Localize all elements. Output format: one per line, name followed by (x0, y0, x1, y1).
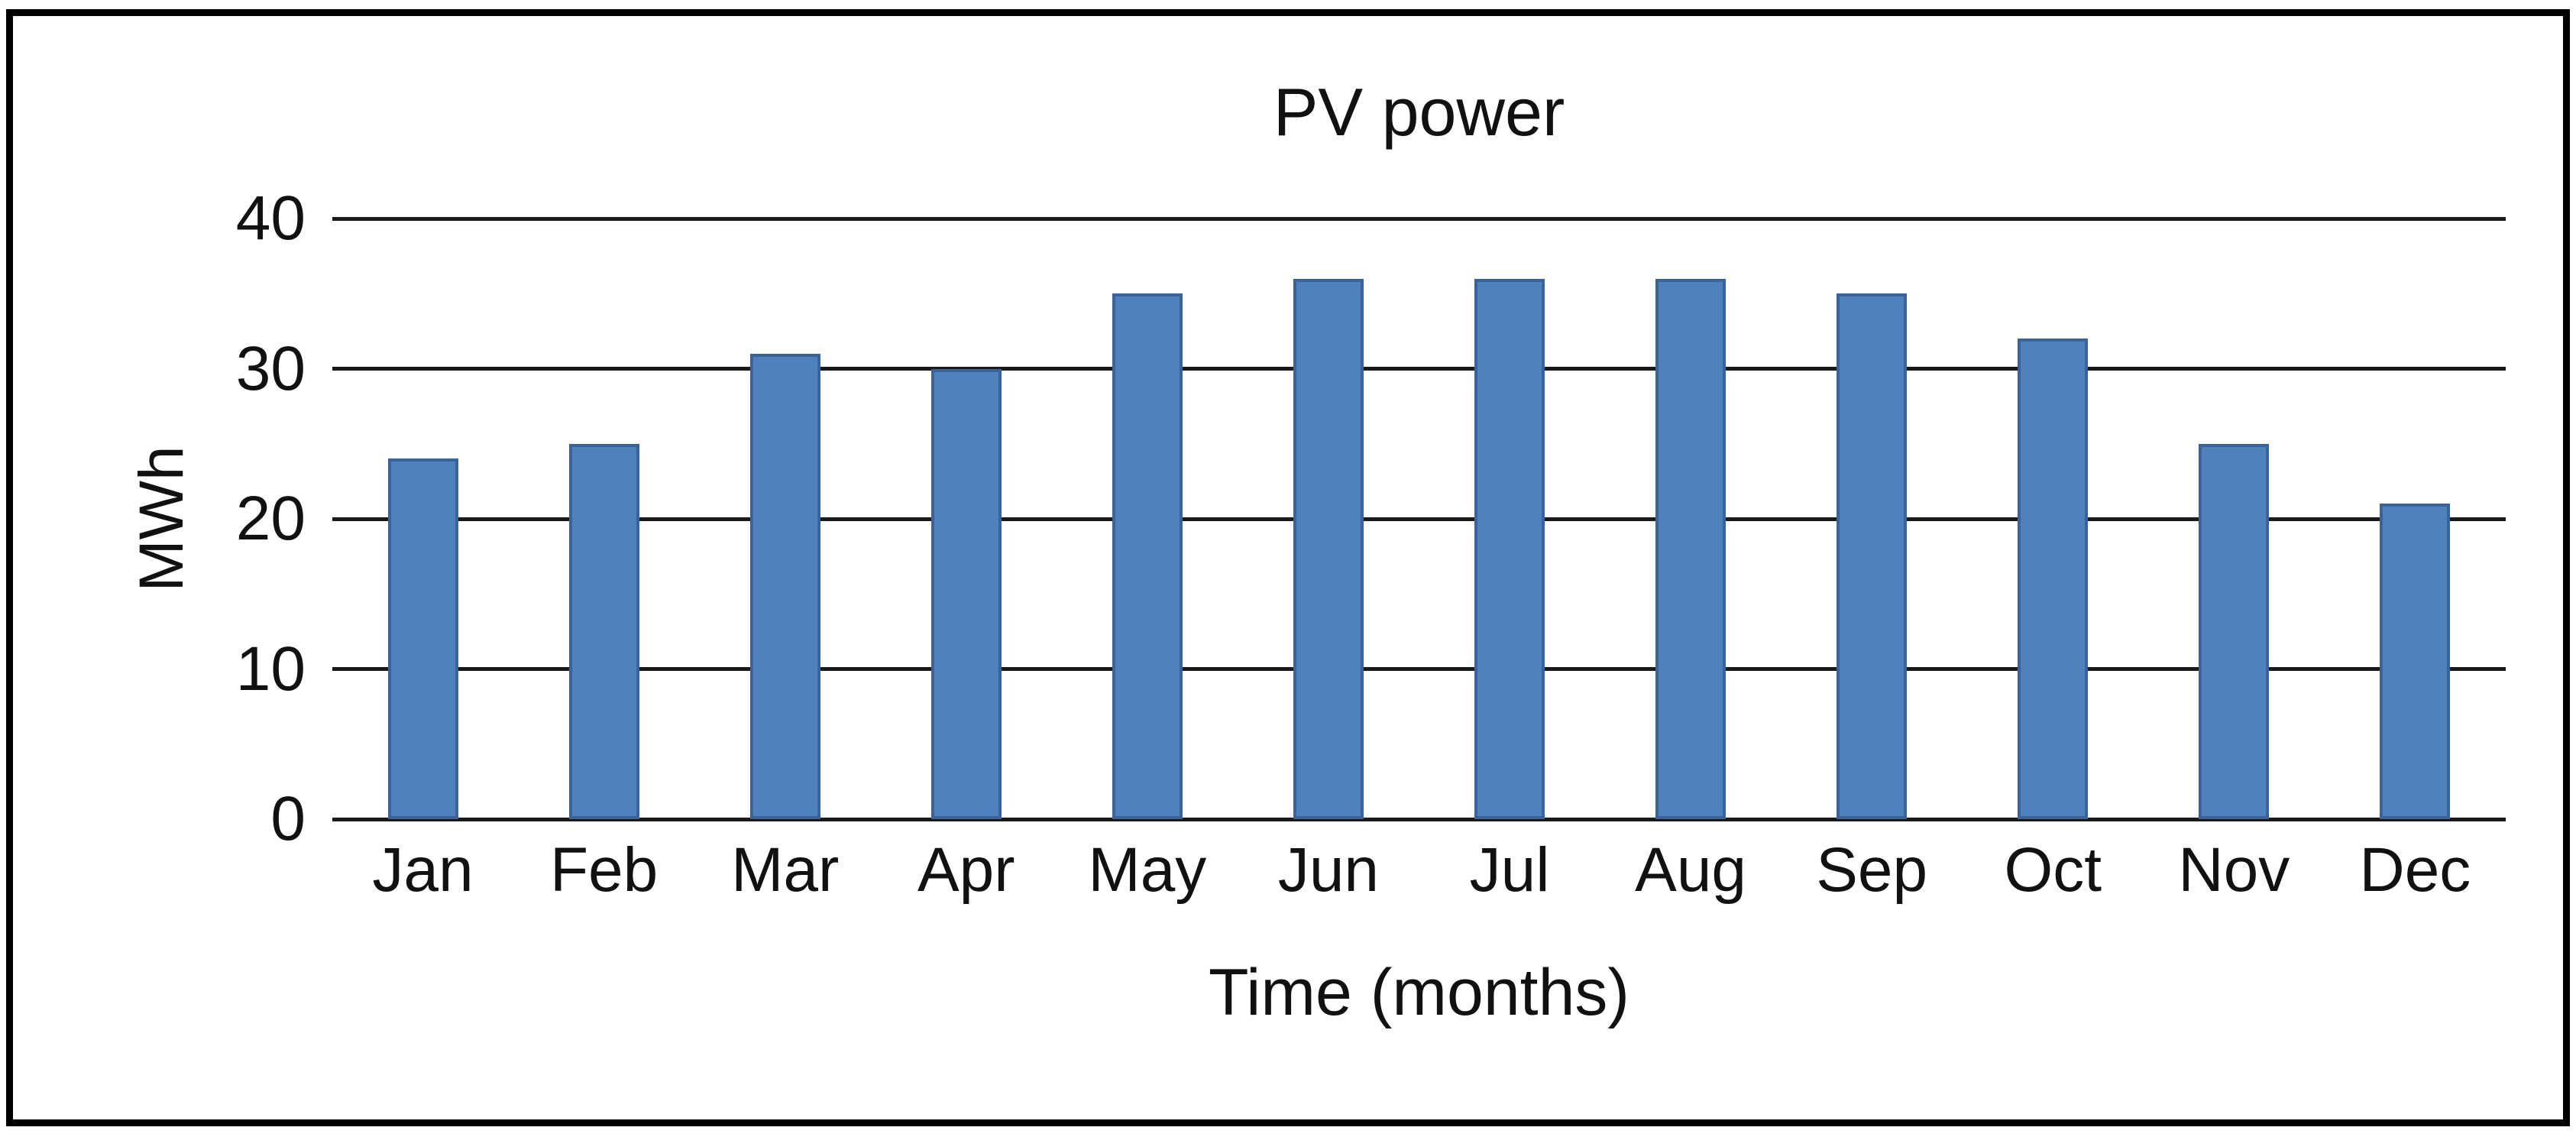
x-tick-label-oct: Oct (2004, 835, 2102, 905)
bar-dec (2380, 504, 2451, 819)
x-tick-label-mar: Mar (731, 835, 840, 905)
bar-mar (749, 353, 820, 819)
y-tick-label-30: 30 (235, 333, 306, 403)
bar-may (1112, 293, 1183, 819)
gridline-20 (332, 517, 2506, 521)
gridline-40 (332, 216, 2506, 221)
x-tick-label-sep: Sep (1816, 835, 1928, 905)
y-tick-label-10: 10 (235, 633, 306, 704)
x-axis-label: Time (months) (1208, 956, 1630, 1029)
bar-aug (1655, 278, 1727, 819)
y-tick-label-0: 0 (270, 784, 306, 854)
y-tick-label-20: 20 (235, 484, 306, 553)
bar-feb (568, 443, 639, 819)
x-tick-label-aug: Aug (1635, 835, 1747, 905)
x-tick-label-apr: Apr (917, 835, 1015, 905)
y-tick-label-40: 40 (235, 183, 306, 253)
x-tick-label-jun: Jun (1277, 835, 1380, 905)
bar-jan (387, 458, 458, 819)
y-axis-label: MWh (127, 445, 196, 592)
chart-frame (6, 9, 2570, 1126)
gridline-30 (332, 367, 2506, 371)
y-axis: 0 10 20 30 40 (0, 183, 306, 854)
bar-oct (2018, 339, 2089, 819)
gridline-0 (332, 817, 2506, 821)
bar-jul (1474, 278, 1545, 819)
x-tick-label-dec: Dec (2359, 835, 2471, 905)
bar-jun (1293, 278, 1364, 819)
chart-title: PV power (1273, 74, 1565, 150)
x-tick-label-nov: Nov (2178, 835, 2290, 905)
plot-area (332, 216, 2506, 821)
x-tick-label-jul: Jul (1469, 835, 1550, 905)
x-tick-label-jan: Jan (372, 835, 474, 905)
x-axis: Jan Feb Mar Apr May Jun Jul Aug Sep Oct Nov Dec (332, 834, 2506, 906)
bar-sep (1837, 293, 1908, 819)
gridline-10 (332, 667, 2506, 671)
bar-nov (2199, 443, 2270, 819)
x-tick-label-may: May (1088, 835, 1207, 905)
x-tick-label-feb: Feb (549, 835, 659, 905)
bar-apr (930, 368, 1002, 819)
